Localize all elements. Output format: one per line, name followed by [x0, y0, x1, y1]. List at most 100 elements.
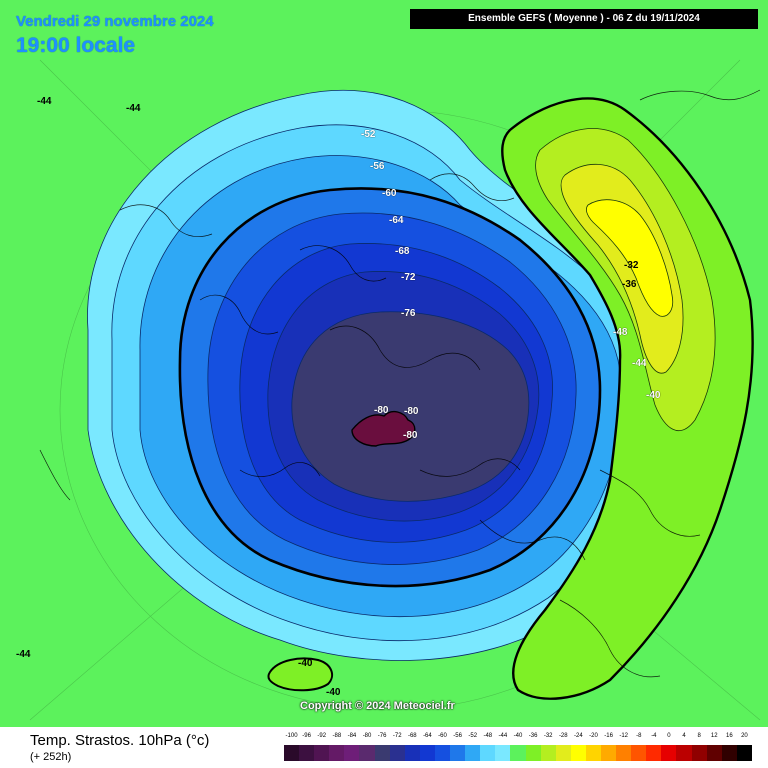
contour-label: -80 [374, 405, 389, 416]
scale-swatch [721, 745, 737, 761]
scale-label: -16 [604, 733, 613, 739]
scale-label: -76 [377, 733, 387, 739]
color-scale-labels: -100 -96 -92 -88 -84 -80 -76 -72 -68 -64 -60 -56 -52… [284, 733, 752, 743]
contour-label: -52 [361, 129, 376, 140]
scale-swatch [646, 745, 662, 761]
contour-minus28 [586, 199, 674, 317]
scale-label: -36 [528, 733, 538, 739]
scale-swatch [404, 745, 420, 761]
scale-label: 12 [710, 733, 718, 739]
map-area: Vendredi 29 novembre 2024 19:00 locale E… [0, 0, 768, 727]
scale-label: -52 [468, 733, 478, 739]
scale-label: 0 [667, 733, 671, 739]
scale-swatch [510, 745, 526, 761]
scale-label: -48 [483, 733, 493, 739]
contour-label: -36 [622, 279, 637, 290]
contour-label: -44 [16, 649, 31, 660]
temperature-map [29, 59, 761, 721]
scale-label: -24 [574, 733, 583, 739]
scale-label: -8 [636, 733, 642, 739]
scale-swatch [465, 745, 481, 761]
legend-footer: Temp. Strastos. 10hPa (°c) (+ 252h) -100… [0, 727, 768, 768]
scale-label: -92 [317, 733, 327, 739]
contour-label: -72 [401, 272, 416, 283]
scale-swatch [661, 745, 677, 761]
scale-swatch [359, 745, 375, 761]
scale-swatch [736, 745, 752, 761]
scale-swatch [419, 745, 435, 761]
scale-swatch [374, 745, 390, 761]
contour-island-minus40 [267, 657, 334, 692]
contour-label: -40 [326, 687, 341, 698]
scale-label: -72 [392, 733, 402, 739]
valid-time: 19:00 locale [16, 34, 136, 57]
scale-swatch [616, 745, 632, 761]
scale-swatch [495, 745, 511, 761]
scale-label: -28 [558, 733, 568, 739]
contour-label: -60 [382, 188, 397, 199]
contour-label: -64 [389, 215, 404, 226]
scale-swatch [631, 745, 647, 761]
scale-swatch [706, 745, 722, 761]
scale-label: 20 [741, 733, 748, 739]
scale-label: 16 [726, 733, 733, 739]
contour-label: -44 [37, 96, 52, 107]
scale-label: -88 [332, 733, 342, 739]
warm-anomaly [501, 97, 754, 700]
scale-swatch [389, 745, 405, 761]
contour-label: -80 [404, 406, 419, 417]
scale-label: -80 [362, 733, 372, 739]
scale-swatch [676, 745, 692, 761]
contour-label: -32 [624, 260, 639, 271]
scale-swatch [691, 745, 707, 761]
contour-label: -48 [613, 327, 628, 338]
lead-time: (+ 252h) [30, 751, 72, 763]
scale-label: 8 [697, 733, 701, 739]
scale-label: -32 [543, 733, 553, 739]
scale-swatch [329, 745, 345, 761]
scale-swatch [570, 745, 586, 761]
valid-date: Vendredi 29 novembre 2024 [16, 13, 214, 30]
scale-swatch [525, 745, 541, 761]
scale-swatch [480, 745, 496, 761]
scale-label: -64 [423, 733, 432, 739]
scale-label: 4 [682, 733, 686, 739]
scale-label: -40 [513, 733, 523, 739]
contour-label: -80 [403, 430, 418, 441]
scale-swatch [450, 745, 466, 761]
contour-minus84 [351, 410, 416, 447]
copyright-notice: Copyright © 2024 Meteociel.fr [300, 700, 455, 712]
scale-label: -84 [347, 733, 357, 739]
scale-swatch [314, 745, 330, 761]
scale-label: -44 [498, 733, 508, 739]
run-info-box: Ensemble GEFS ( Moyenne ) - 06 Z du 19/1… [410, 9, 758, 29]
scale-swatch [434, 745, 451, 761]
contour-label: -68 [395, 246, 410, 257]
scale-label: -96 [302, 733, 311, 739]
scale-swatch [600, 745, 617, 761]
contour-label: -56 [370, 161, 385, 172]
contour-label: -40 [298, 658, 313, 669]
scale-label: -12 [619, 733, 628, 739]
scale-swatch [284, 745, 300, 761]
contour-minus80 [291, 311, 530, 502]
contour-label: -44 [126, 103, 141, 114]
coastlines [39, 89, 761, 678]
product-name: Temp. Strastos. 10hPa (°c) [30, 732, 210, 749]
scale-label: -56 [453, 733, 462, 739]
contour-label: -44 [632, 358, 647, 369]
scale-swatch [299, 745, 315, 761]
scale-label: -4 [651, 733, 657, 739]
scale-label: -20 [589, 733, 598, 739]
scale-swatch [344, 745, 360, 761]
scale-label: -100 [285, 733, 298, 739]
contour-label: -76 [401, 308, 416, 319]
scale-swatch [585, 745, 601, 761]
polar-vortex [87, 89, 666, 661]
scale-label: -60 [438, 733, 447, 739]
contour-label: -40 [646, 390, 661, 401]
scale-label: -68 [407, 733, 417, 739]
scale-swatch [555, 745, 571, 761]
color-scale-bar [284, 745, 752, 761]
scale-swatch [540, 745, 556, 761]
